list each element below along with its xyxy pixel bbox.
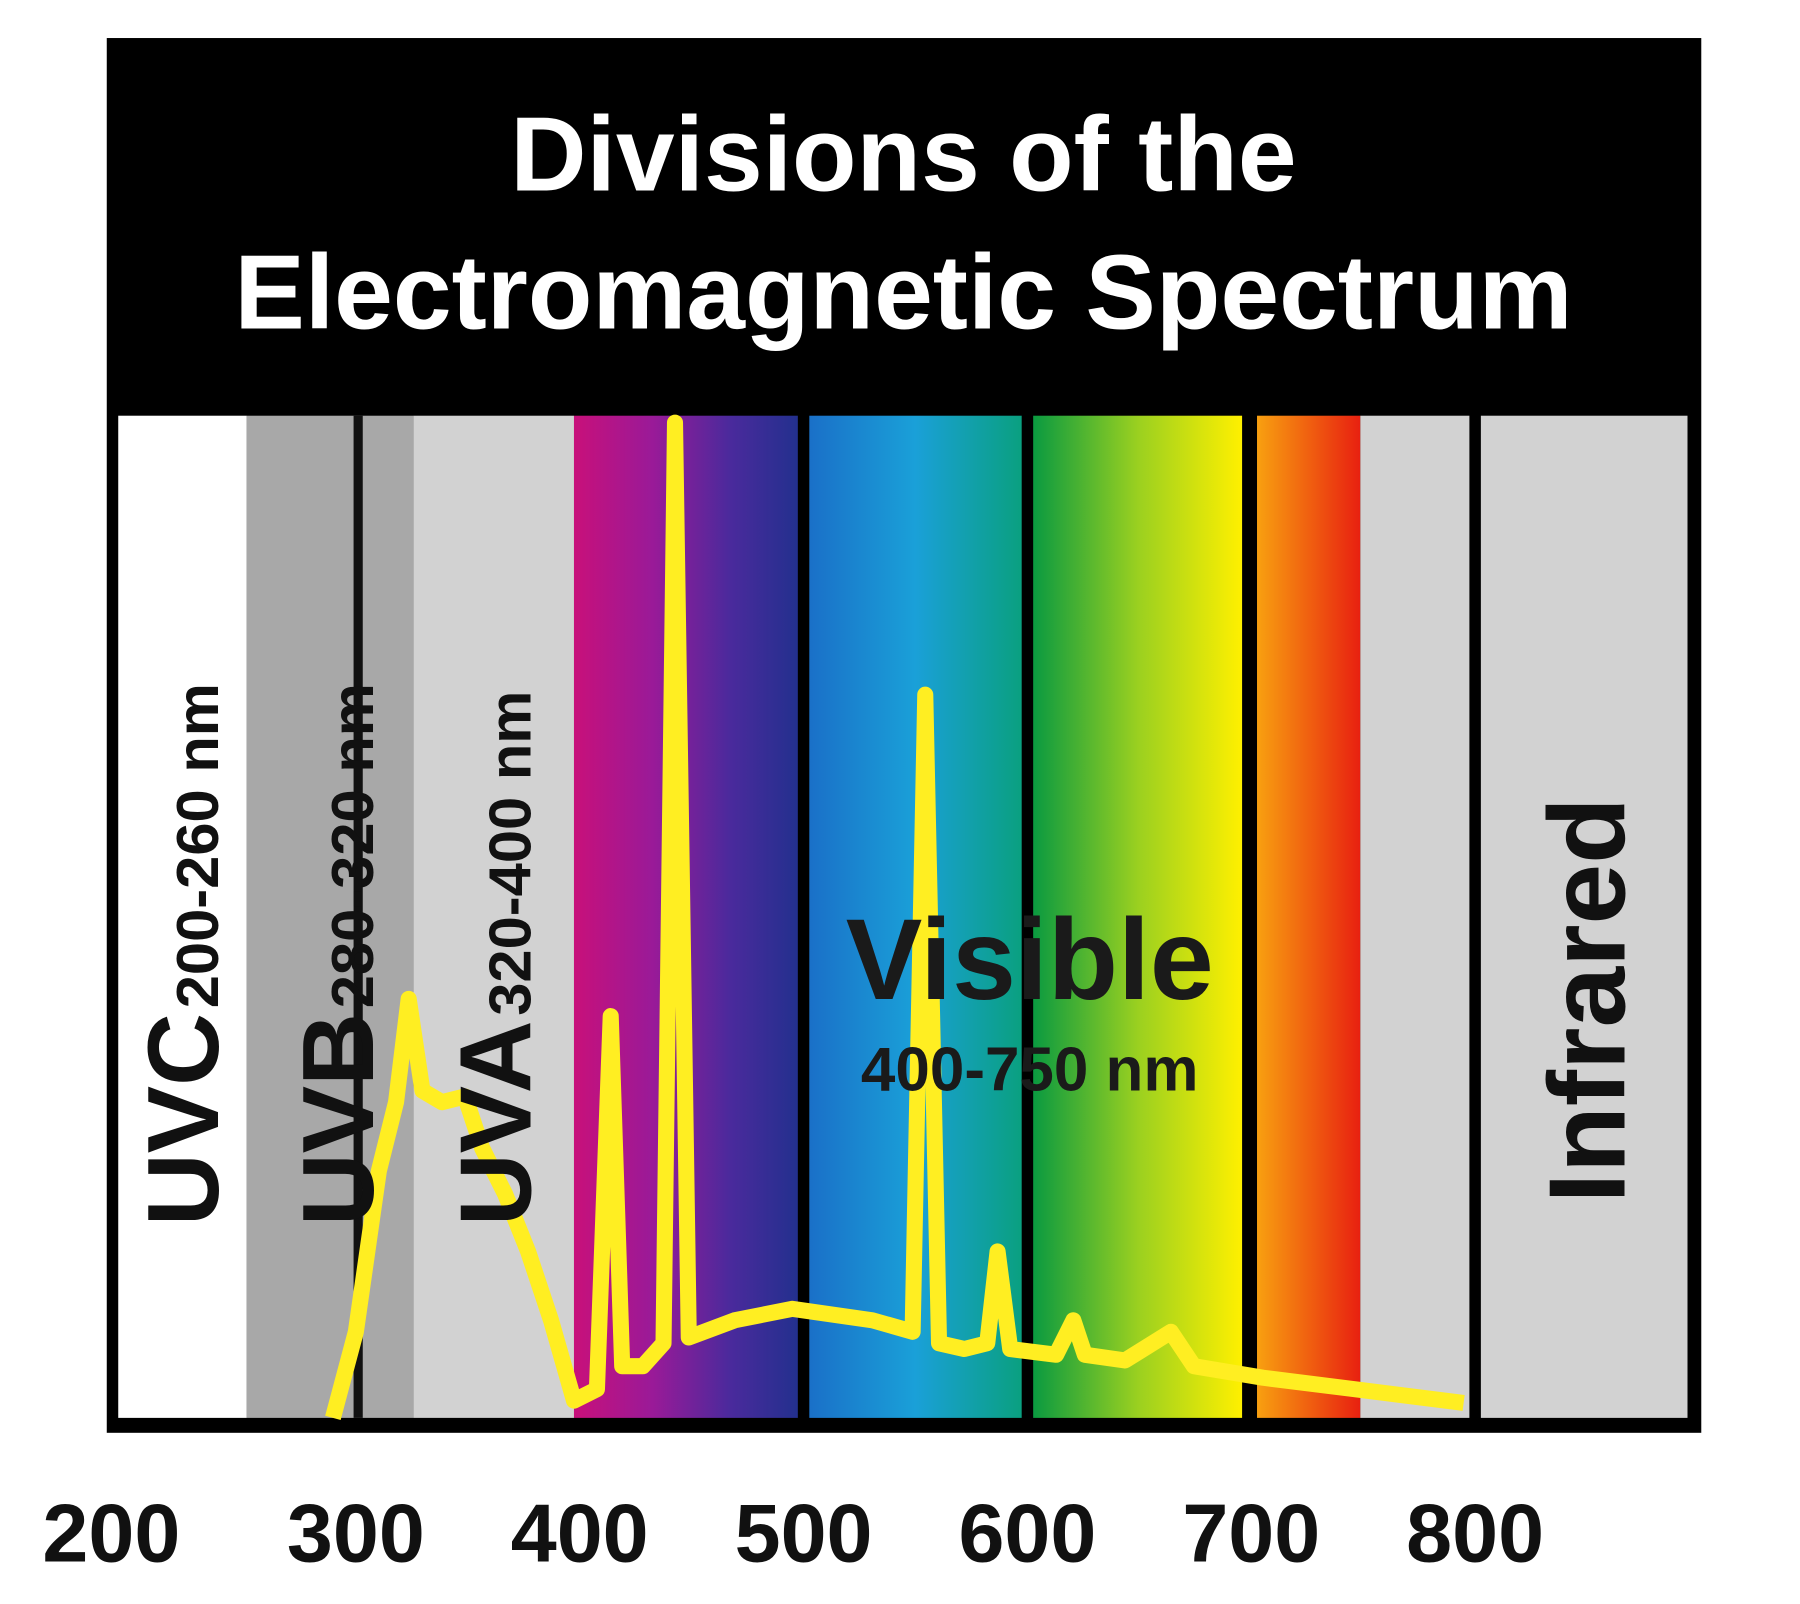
band-name: UVB	[283, 1013, 395, 1226]
band-range: 280-320 nm	[319, 683, 386, 1008]
infrared-band	[1480, 415, 1688, 1418]
spectrum-curve	[325, 414, 1465, 1420]
band-label: UVC200-260 nm	[128, 683, 240, 1226]
visible-label: Visible	[846, 896, 1214, 1024]
divider	[353, 415, 363, 1418]
band-name: UVC	[128, 1013, 240, 1226]
axis-tick-label: 500	[735, 1486, 873, 1579]
uvc-band	[118, 415, 247, 1418]
infrared-label: Infrared	[1526, 797, 1648, 1203]
green-band	[1033, 415, 1243, 1418]
uva-band	[413, 415, 574, 1418]
red-band	[1257, 415, 1361, 1418]
visible-range: 400-750 nm	[861, 1036, 1199, 1105]
axis-tick-label: 700	[1182, 1486, 1320, 1579]
band-label: UVB280-320 nm	[283, 683, 395, 1226]
uvb-band	[246, 415, 414, 1418]
near-ir-band	[1360, 415, 1470, 1418]
band-name: UVA	[440, 1020, 552, 1226]
axis-tick-label: 600	[958, 1486, 1096, 1579]
axis-tick-label: 400	[511, 1486, 649, 1579]
band-range: 320-400 nm	[476, 691, 543, 1016]
band-range: 200-260 nm	[164, 683, 231, 1008]
title-line: Divisions of the	[510, 96, 1296, 214]
band-label: UVA320-400 nm	[440, 691, 552, 1227]
axis-tick-label: 200	[42, 1486, 180, 1579]
axis-tick-label: 300	[287, 1486, 425, 1579]
title-line: Electromagnetic Spectrum	[234, 233, 1572, 351]
axis-tick-label: 800	[1406, 1486, 1544, 1579]
